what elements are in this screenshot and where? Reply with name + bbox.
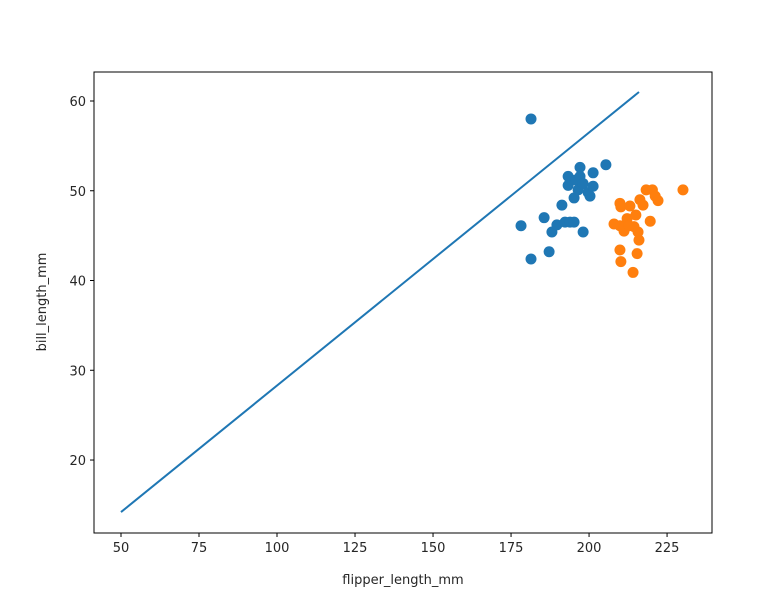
point: [577, 226, 589, 238]
x-tick-label: 75: [191, 541, 208, 556]
x-tick-label: 125: [343, 541, 368, 556]
point: [525, 113, 537, 125]
point: [637, 199, 649, 211]
point: [631, 248, 643, 260]
point: [608, 218, 620, 230]
x-tick-label: 100: [265, 541, 290, 556]
y-tick-label: 40: [69, 275, 86, 290]
point: [577, 178, 589, 190]
point: [543, 246, 555, 258]
point: [556, 199, 568, 211]
point: [587, 180, 599, 192]
point: [623, 220, 635, 232]
point: [584, 190, 596, 202]
point: [644, 215, 656, 227]
y-tick-label: 60: [69, 95, 86, 110]
point: [538, 212, 550, 224]
point: [568, 216, 580, 228]
y-tick-label: 30: [69, 364, 86, 379]
point: [677, 184, 689, 196]
x-tick-label: 225: [655, 541, 680, 556]
x-tick-label: 200: [577, 541, 602, 556]
point: [562, 179, 574, 191]
x-tick-label: 150: [421, 541, 446, 556]
point: [525, 253, 537, 265]
point: [615, 256, 627, 268]
point: [614, 244, 626, 256]
point: [632, 226, 644, 238]
point: [515, 220, 527, 232]
point: [652, 195, 664, 207]
point: [587, 167, 599, 179]
x-tick-label: 175: [499, 541, 524, 556]
y-tick-label: 50: [69, 185, 86, 200]
point: [630, 209, 642, 221]
point: [627, 266, 639, 278]
point: [600, 159, 612, 171]
y-tick-label: 20: [69, 454, 86, 469]
x-tick-label: 50: [113, 541, 130, 556]
point: [574, 161, 586, 173]
point: [624, 200, 636, 212]
point: [615, 201, 627, 213]
point: [633, 234, 645, 246]
y-axis-label: bill_length_mm: [35, 253, 50, 352]
line: [120, 91, 640, 513]
x-axis-label: flipper_length_mm: [342, 573, 463, 588]
plot-frame: [93, 71, 713, 534]
